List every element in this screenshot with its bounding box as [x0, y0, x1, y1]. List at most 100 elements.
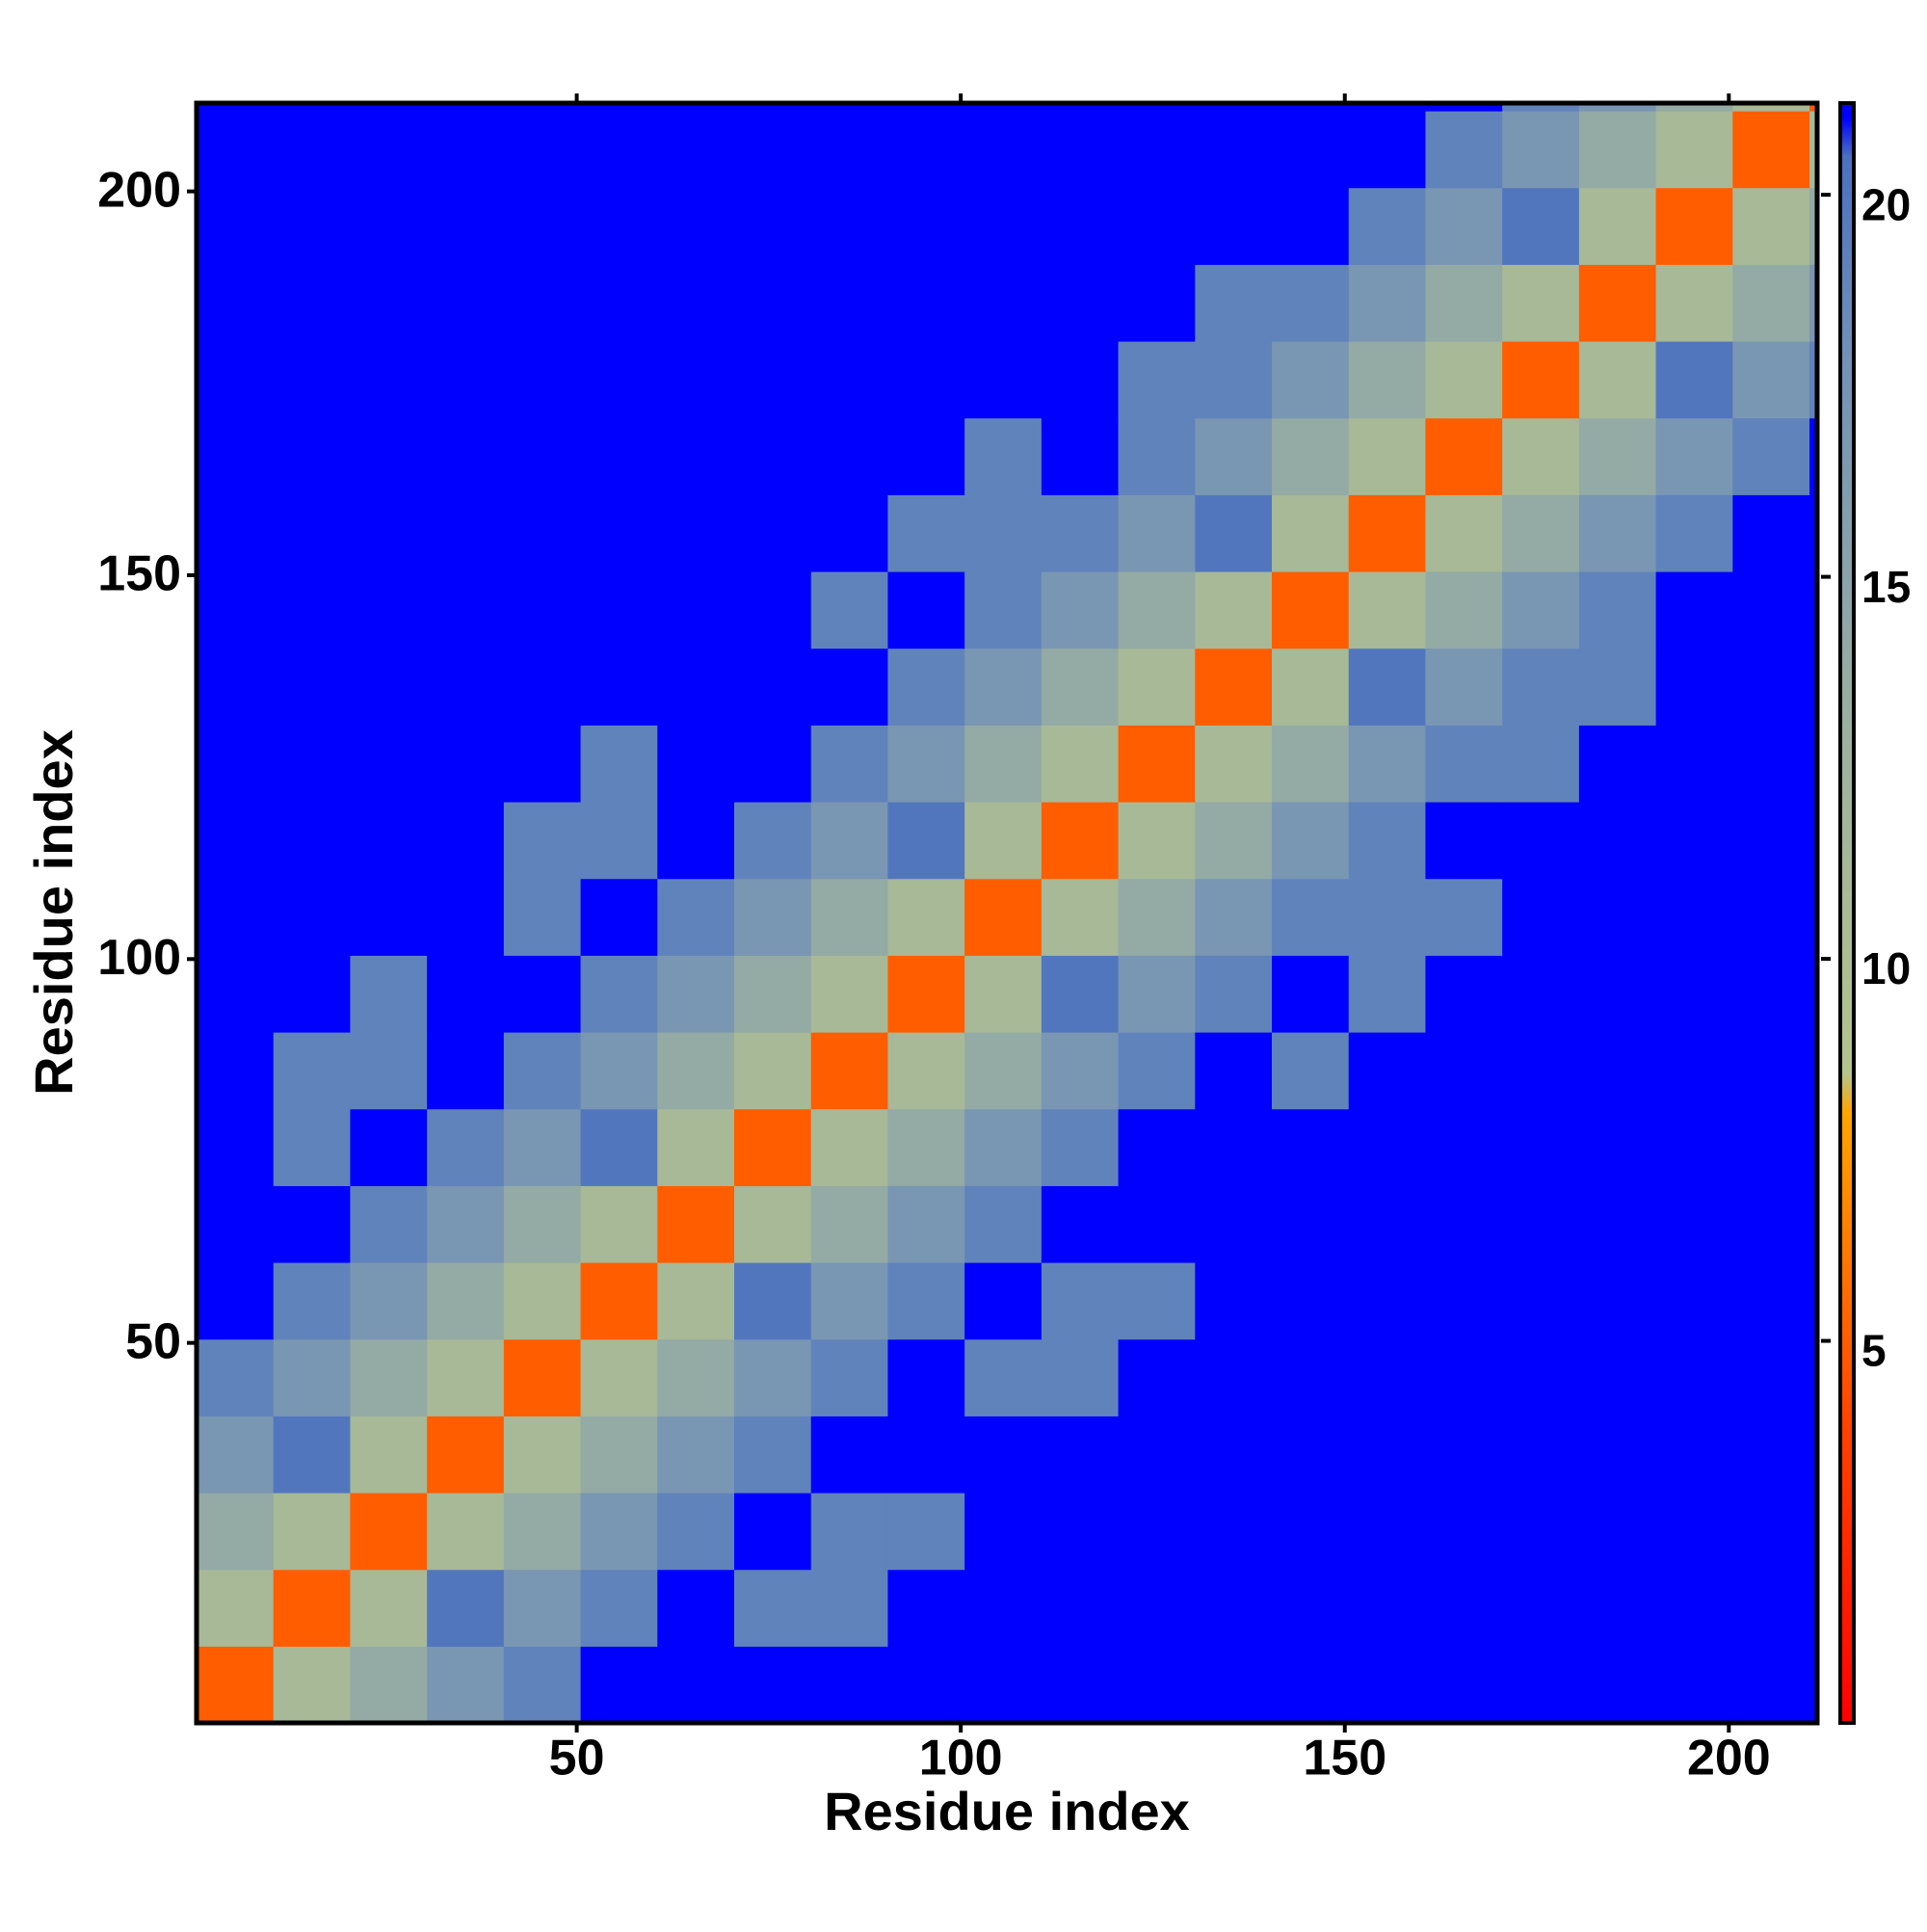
heatmap-cell: [964, 187, 1043, 265]
heatmap-cell: [1348, 494, 1427, 572]
heatmap-cell: [427, 1185, 505, 1263]
heatmap-cell: [1195, 1261, 1273, 1340]
heatmap-cell: [1195, 1108, 1273, 1186]
heatmap-cell: [734, 187, 812, 265]
heatmap-cell: [734, 417, 812, 495]
heatmap-cell: [350, 801, 428, 880]
heatmap-cell: [887, 801, 965, 880]
colorbar-tick-label: 5: [1861, 1326, 1887, 1376]
heatmap-cell: [810, 801, 889, 880]
heatmap-cell: [1425, 1261, 1503, 1340]
heatmap-cell: [657, 955, 735, 1033]
heatmap-cell: [1348, 264, 1427, 342]
heatmap-cell: [1578, 955, 1657, 1033]
heatmap-cell: [350, 1492, 428, 1571]
heatmap-cell: [273, 1492, 352, 1571]
heatmap-cell: [1348, 1185, 1427, 1263]
heatmap-cell: [1195, 648, 1273, 726]
heatmap-cell: [964, 110, 1043, 189]
heatmap-cell: [964, 1646, 1043, 1724]
heatmap-cell: [1655, 1569, 1733, 1647]
heatmap-cell: [734, 878, 812, 956]
heatmap-cell: [1348, 1646, 1427, 1724]
heatmap-cell: [810, 1108, 889, 1186]
heatmap-cell: [1041, 494, 1120, 572]
heatmap-cell: [1502, 801, 1580, 880]
heatmap-cell: [657, 801, 735, 880]
heatmap-cell: [1578, 725, 1657, 803]
heatmap-cell: [1041, 103, 1120, 112]
heatmap-cell: [273, 417, 352, 495]
heatmap-cell: [503, 103, 582, 112]
heatmap-cell: [503, 1185, 582, 1263]
heatmap-cell: [964, 1338, 1043, 1416]
heatmap-cell: [1732, 1416, 1810, 1494]
heatmap-cell: [1425, 878, 1503, 956]
heatmap-cell: [503, 1416, 582, 1494]
heatmap-cell: [1041, 955, 1120, 1033]
heatmap-cell: [1578, 1338, 1657, 1416]
heatmap-cell: [1425, 1338, 1503, 1416]
heatmap-cell: [1425, 1646, 1503, 1724]
heatmap-cell: [427, 264, 505, 342]
heatmap-cell: [1732, 570, 1810, 649]
heatmap-cell: [503, 1338, 582, 1416]
heatmap-cell: [580, 340, 658, 419]
heatmap-cell: [350, 340, 428, 419]
heatmap-cell: [1041, 110, 1120, 189]
heatmap-cell: [1502, 1338, 1580, 1416]
heatmap-cell: [734, 955, 812, 1033]
heatmap-cell: [964, 878, 1043, 956]
heatmap-cell: [1118, 1646, 1196, 1724]
heatmap-cell: [1578, 648, 1657, 726]
heatmap-cell: [657, 570, 735, 649]
heatmap-cell: [503, 1646, 582, 1724]
heatmap-cell: [197, 801, 275, 880]
heatmap-cell: [1578, 494, 1657, 572]
heatmap-cell: [1809, 110, 1818, 189]
heatmap-cell: [887, 1338, 965, 1416]
heatmap-cell: [580, 103, 658, 112]
heatmap-cell: [1502, 878, 1580, 956]
heatmap-cell: [1118, 417, 1196, 495]
y-tick-label: 200: [97, 162, 181, 218]
heatmap-cell: [1272, 340, 1350, 419]
heatmap-cell: [1578, 187, 1657, 265]
heatmap-cell: [503, 110, 582, 189]
heatmap-cell: [427, 1492, 505, 1571]
heatmap-cell: [197, 110, 275, 189]
heatmap-cell: [197, 725, 275, 803]
heatmap-cell: [1578, 1646, 1657, 1724]
heatmap: [197, 103, 1818, 1724]
heatmap-cell: [197, 340, 275, 419]
heatmap-cell: [810, 110, 889, 189]
heatmap-cell: [1578, 340, 1657, 419]
heatmap-cell: [1578, 417, 1657, 495]
heatmap-cell: [1425, 801, 1503, 880]
heatmap-cell: [810, 570, 889, 649]
heatmap-cell: [1195, 340, 1273, 419]
heatmap-cell: [1041, 1416, 1120, 1494]
heatmap-cell: [1732, 955, 1810, 1033]
heatmap-cell: [734, 494, 812, 572]
heatmap-cell: [657, 1261, 735, 1340]
heatmap-cell: [1655, 648, 1733, 726]
colorbar-tick-label: 20: [1861, 179, 1911, 229]
x-tick-label: 50: [549, 1731, 605, 1786]
heatmap-cell: [1041, 1031, 1120, 1110]
heatmap-cell: [887, 187, 965, 265]
y-tick-label: 150: [97, 546, 181, 602]
heatmap-cell: [734, 1031, 812, 1110]
heatmap-cell: [734, 1108, 812, 1186]
heatmap-cell: [887, 1646, 965, 1724]
heatmap-cell: [1195, 1492, 1273, 1571]
heatmap-cell: [1425, 1185, 1503, 1263]
heatmap-cell: [1272, 1338, 1350, 1416]
heatmap-cell: [1272, 725, 1350, 803]
heatmap-cell: [503, 340, 582, 419]
heatmap-cell: [1809, 570, 1818, 649]
heatmap-cell: [350, 1416, 428, 1494]
heatmap-cell: [503, 1108, 582, 1186]
heatmap-cell: [273, 1185, 352, 1263]
